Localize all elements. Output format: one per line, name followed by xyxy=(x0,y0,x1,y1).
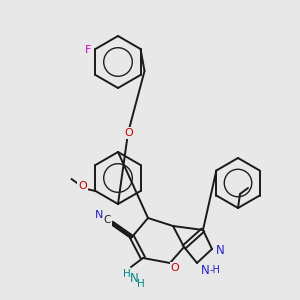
Text: O: O xyxy=(124,128,134,138)
Text: O: O xyxy=(171,263,179,273)
Text: N: N xyxy=(130,272,138,286)
Text: F: F xyxy=(85,45,92,55)
Text: -H: -H xyxy=(210,265,220,275)
Text: N: N xyxy=(201,263,209,277)
Text: C: C xyxy=(103,215,111,225)
Text: N: N xyxy=(216,244,224,256)
Text: O: O xyxy=(78,181,87,191)
Text: N: N xyxy=(95,210,103,220)
Text: H: H xyxy=(123,269,131,279)
Text: H: H xyxy=(137,279,145,289)
